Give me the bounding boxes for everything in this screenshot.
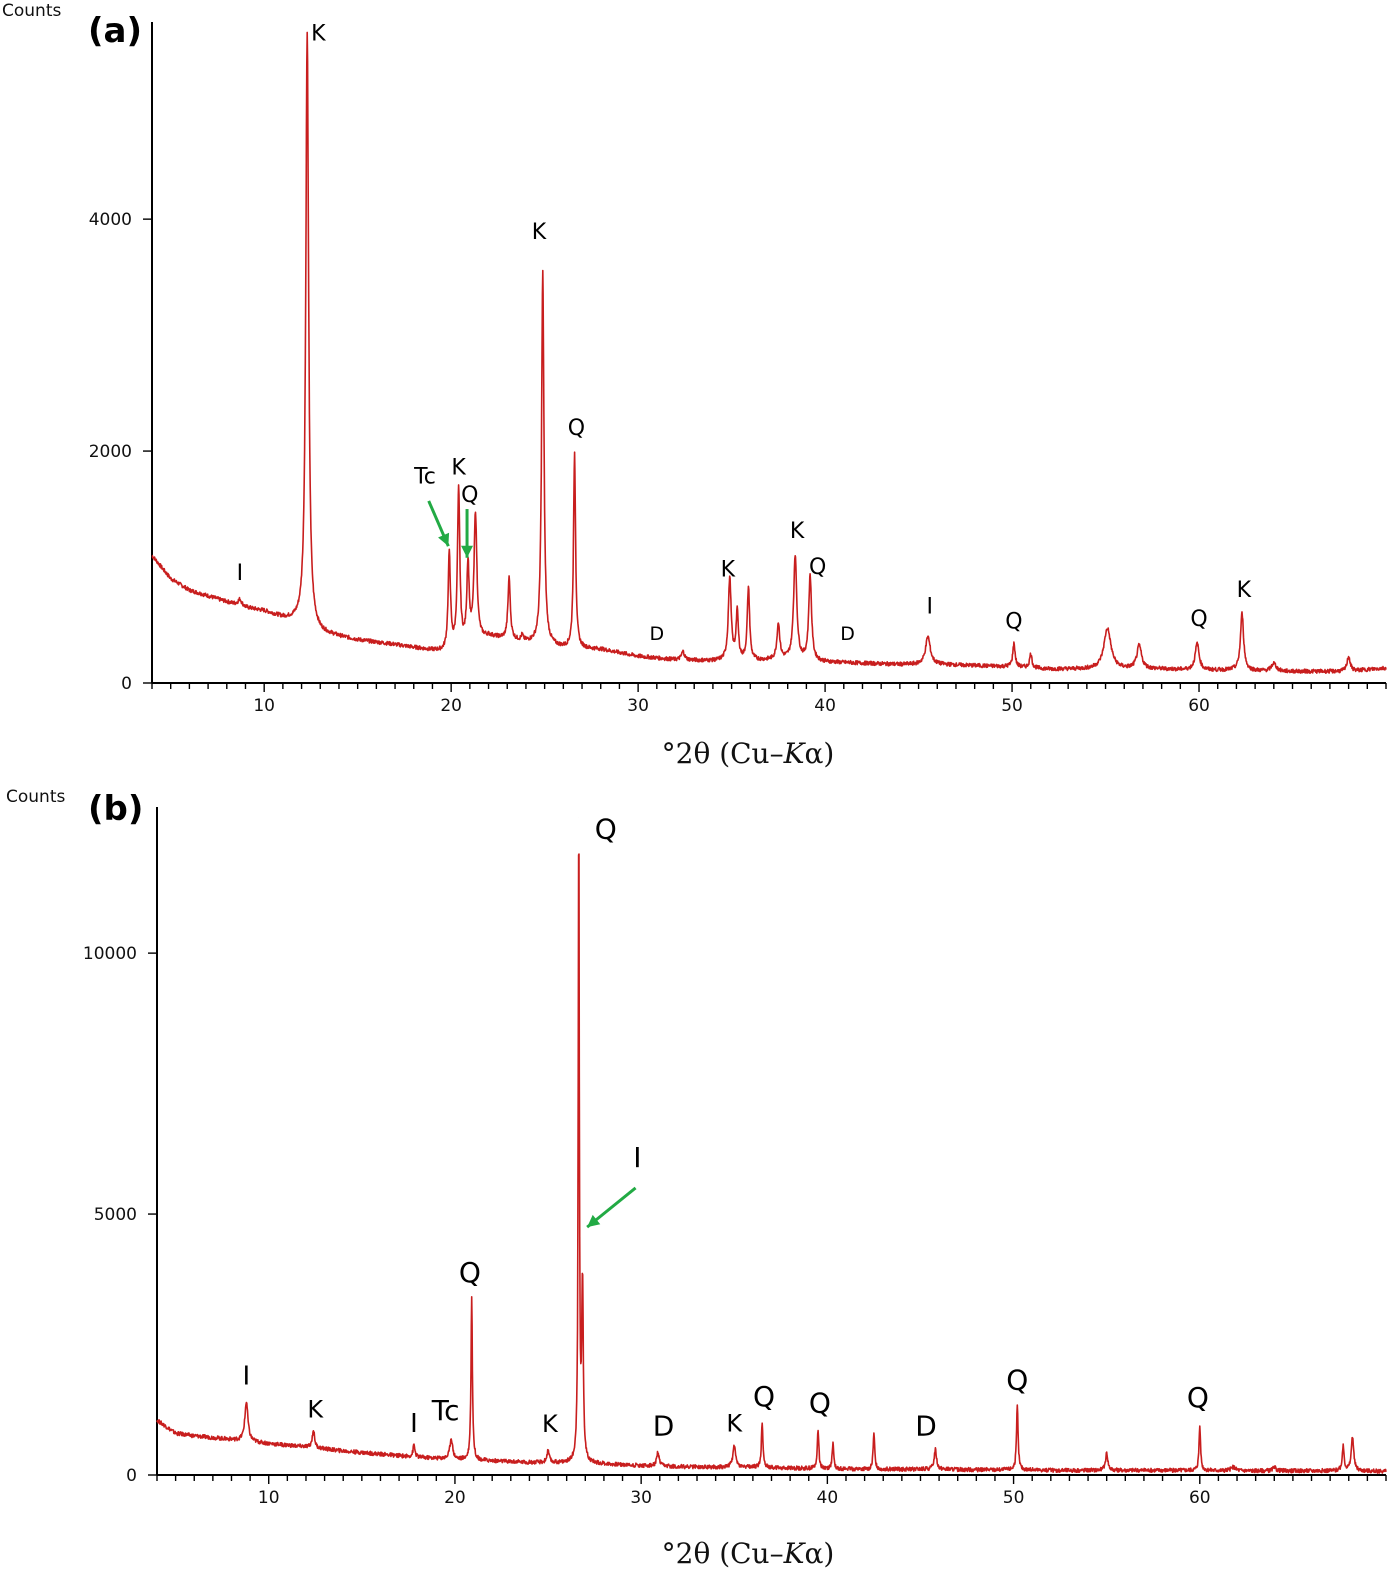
phase-label: Q	[1006, 1363, 1028, 1396]
x-tick-label: 50	[1003, 1488, 1025, 1508]
x-tick-label: 30	[627, 696, 649, 716]
y-tick-label: 4000	[89, 210, 132, 230]
phase-label: Q	[753, 1380, 775, 1413]
phase-label: Q	[1005, 609, 1022, 634]
x-tick-label: 10	[258, 1488, 280, 1508]
phase-label: K	[790, 519, 805, 544]
phase-label: D	[915, 1409, 937, 1442]
y-tick-label: 0	[121, 674, 132, 694]
phase-label: D	[840, 623, 855, 645]
phase-label: Q	[809, 555, 826, 580]
phase-label: I	[633, 1141, 641, 1174]
x-tick-label: 40	[814, 696, 836, 716]
x-axis-title: °2θ (Cu–Kα)	[662, 737, 835, 770]
annotation-arrowhead	[587, 1214, 601, 1228]
annotation-arrowhead	[438, 532, 450, 547]
xrd-panel-b: Counts (b) 10 20 30 40 50 60 0 5000 10000 Q I Q I K I T…	[0, 785, 1400, 1577]
x-tick-label: 20	[440, 696, 462, 716]
phase-label: I	[243, 1362, 251, 1392]
phase-label: Q	[459, 1256, 481, 1289]
phase-label: Tc	[431, 1394, 460, 1427]
panel-label: (a)	[88, 11, 142, 51]
phase-label: K	[307, 1396, 324, 1424]
phase-label: K	[1237, 578, 1252, 603]
phase-label: K	[721, 557, 736, 582]
phase-label: K	[542, 1410, 559, 1438]
diffraction-trace	[156, 853, 1387, 1474]
x-tick-label: 60	[1188, 696, 1210, 716]
y-tick-label: 5000	[94, 1205, 137, 1225]
x-axis-title: °2θ (Cu–Kα)	[662, 1537, 835, 1570]
x-tick-label: 10	[253, 696, 275, 716]
phase-label: K	[726, 1410, 743, 1438]
phase-label: K	[311, 22, 326, 47]
y-tick-label: 10000	[83, 944, 137, 964]
y-axis-title: Counts	[2, 1, 61, 21]
phase-label: Q	[809, 1386, 831, 1419]
x-tick-label: 50	[1001, 696, 1023, 716]
xrd-panel-a: Counts (a) 10 20 30 40 50 60 0 2000 4000 K K Q Tc K Q I…	[0, 0, 1400, 780]
x-tick-label: 20	[444, 1488, 466, 1508]
panel-label: (b)	[88, 789, 143, 829]
phase-label: K	[451, 455, 466, 480]
phase-label: Q	[1190, 607, 1207, 632]
x-tick-label: 60	[1189, 1488, 1211, 1508]
phase-label: Q	[461, 483, 478, 508]
phase-label: I	[410, 1409, 418, 1439]
y-tick-label: 2000	[89, 442, 132, 462]
diffraction-trace	[151, 31, 1387, 675]
phase-label: I	[237, 561, 244, 586]
phase-label: Q	[595, 812, 617, 845]
annotation-arrowhead	[461, 545, 474, 558]
phase-label: Q	[568, 416, 585, 441]
phase-label: Q	[1187, 1381, 1209, 1414]
phase-label: Tc	[413, 465, 436, 490]
phase-label: D	[653, 1409, 675, 1442]
y-tick-label: 0	[126, 1466, 137, 1486]
x-tick-label: 30	[630, 1488, 652, 1508]
phase-label: K	[532, 220, 547, 245]
phase-label: I	[927, 594, 934, 619]
x-tick-label: 40	[817, 1488, 839, 1508]
y-axis-title: Counts	[6, 787, 65, 807]
phase-label: D	[649, 623, 664, 645]
